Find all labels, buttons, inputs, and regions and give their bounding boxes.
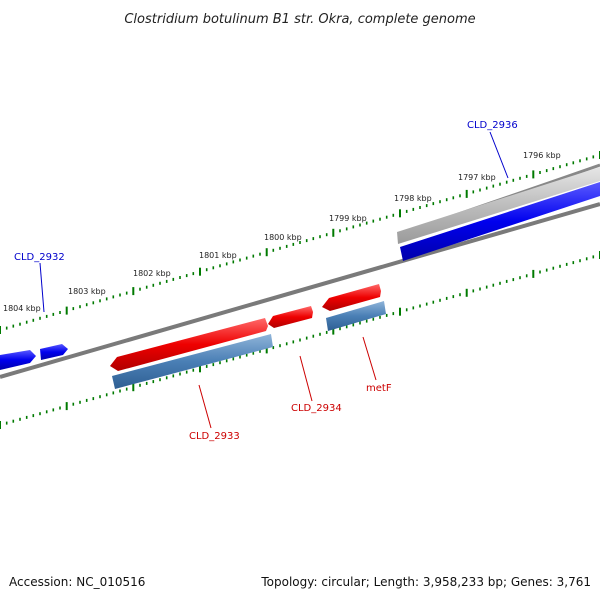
main-backbone-arc xyxy=(0,202,600,379)
genome-summary-text: Topology: circular; Length: 3,958,233 bp… xyxy=(260,575,591,589)
lower-tick-track xyxy=(0,251,600,429)
leader-line-cld-2932 xyxy=(39,262,45,313)
leader-line-metf xyxy=(362,336,377,381)
gene-label-cld-2936[interactable]: CLD_2936 xyxy=(467,120,518,131)
map-title: Clostridium botulinum B1 str. Okra, comp… xyxy=(124,12,475,27)
gene-label-metf[interactable]: metF xyxy=(366,383,392,394)
tick-label-1802: 1802 kbp xyxy=(133,269,171,278)
gene-label-cld-2933[interactable]: CLD_2933 xyxy=(189,431,240,442)
tick-label-1803: 1803 kbp xyxy=(68,287,106,296)
leader-line-cld-2933 xyxy=(198,384,212,429)
gene-arrow-cld-2936[interactable] xyxy=(400,182,600,261)
gene-feature-gray[interactable] xyxy=(397,167,600,244)
leader-line-cld-2934 xyxy=(299,355,313,402)
tick-label-1804: 1804 kbp xyxy=(3,304,41,313)
tick-label-1796: 1796 kbp xyxy=(523,151,561,160)
gene-label-cld-2934[interactable]: CLD_2934 xyxy=(291,403,342,414)
gene-arrow-metf[interactable] xyxy=(322,284,381,311)
tick-label-1797: 1797 kbp xyxy=(458,173,496,182)
cds-feature-cld-2933[interactable] xyxy=(112,334,273,389)
gene-label-cld-2932[interactable]: CLD_2932 xyxy=(14,252,65,263)
gene-arrow-cld-2932[interactable] xyxy=(40,344,68,360)
tick-label-1801: 1801 kbp xyxy=(199,251,237,260)
tick-label-1799: 1799 kbp xyxy=(329,214,367,223)
gene-arrow-cld-2934[interactable] xyxy=(268,306,313,328)
leader-line-cld-2936 xyxy=(489,131,509,179)
cds-feature-metf[interactable] xyxy=(326,301,386,331)
gene-arrow-cld-2933[interactable] xyxy=(110,318,268,371)
tick-label-1798: 1798 kbp xyxy=(394,194,432,203)
accession-text: Accession: NC_010516 xyxy=(9,575,145,589)
tick-label-1800: 1800 kbp xyxy=(264,233,302,242)
gene-arrow-left-edge[interactable] xyxy=(0,350,36,370)
upper-tick-track xyxy=(0,151,600,334)
